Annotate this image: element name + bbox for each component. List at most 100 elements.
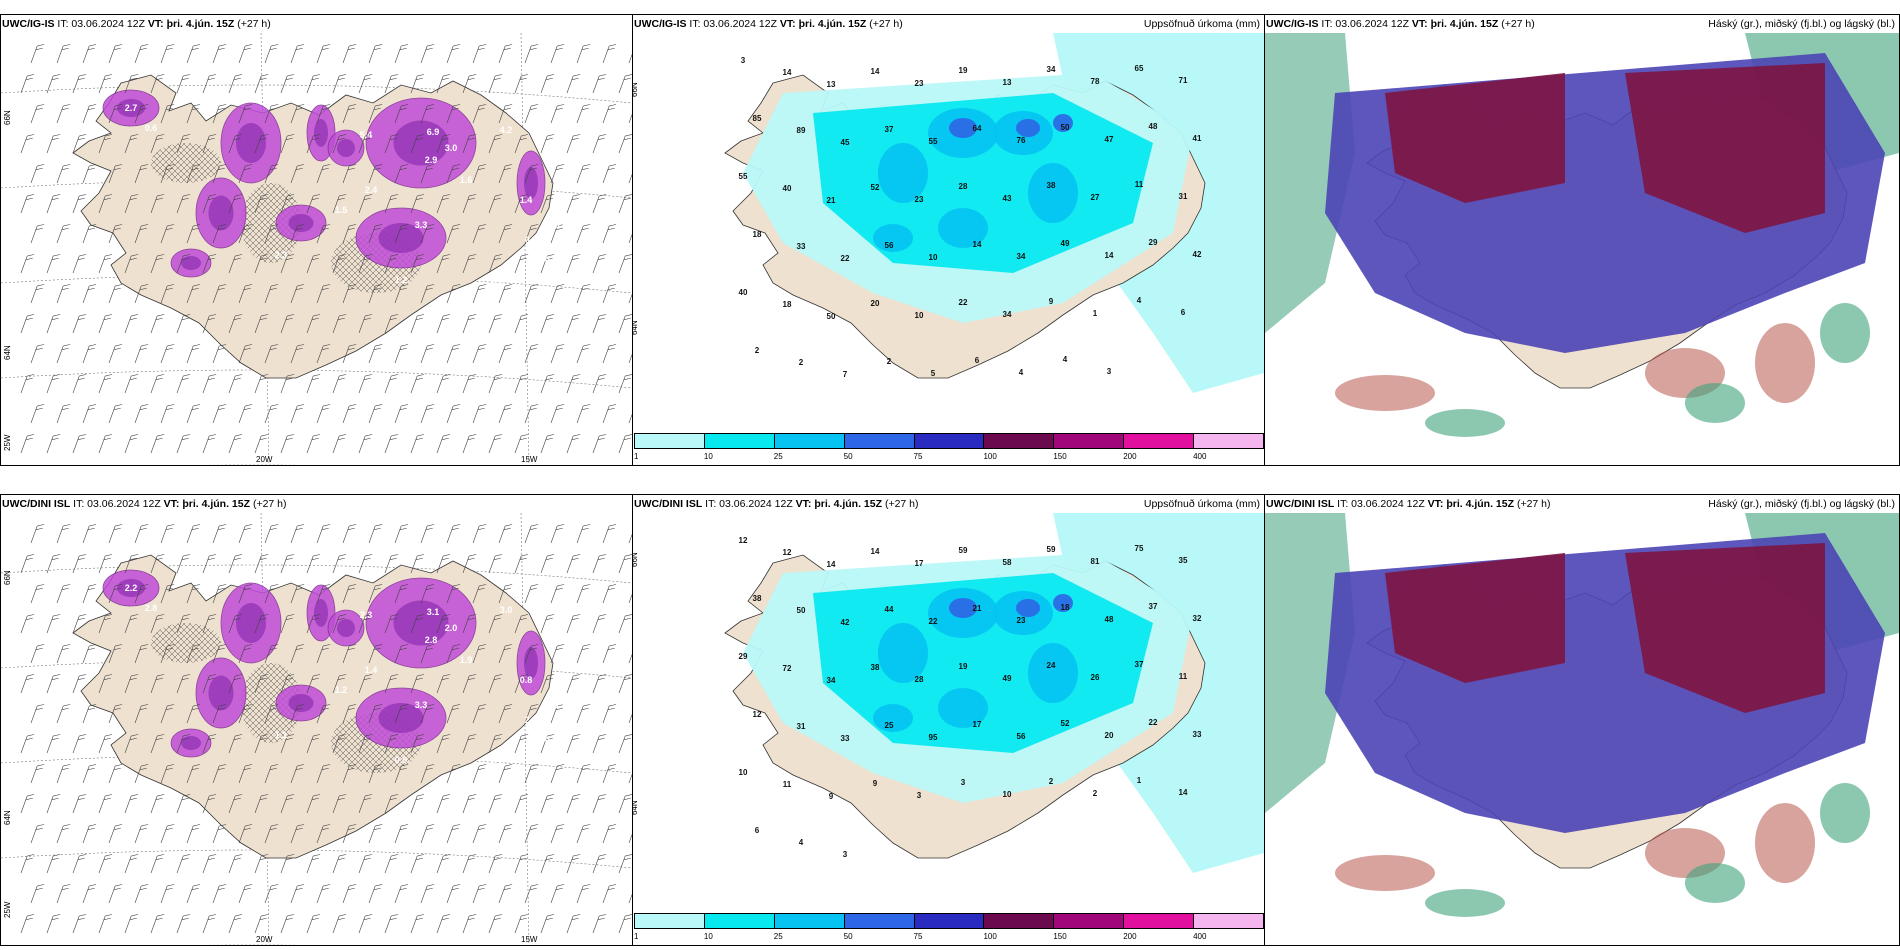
wind-barb: [160, 104, 175, 124]
wind-barb: [488, 314, 503, 334]
wind-barb: [498, 584, 513, 604]
wind-barb: [410, 734, 425, 754]
wind-barb: [628, 885, 632, 904]
cloudwater-core: [117, 579, 145, 597]
wind-barb: [186, 884, 201, 904]
lat-label: 66N: [3, 110, 12, 125]
lat-label: 64N: [632, 320, 639, 335]
wind-barb: [592, 674, 607, 694]
wind-barb: [228, 254, 243, 274]
wind-barb: [264, 284, 279, 304]
wind-barb: [342, 884, 357, 904]
wind-barb: [134, 824, 149, 844]
low-cloud-patch: [1425, 889, 1505, 917]
wind-barb: [254, 74, 269, 94]
precip-value: 41: [1193, 134, 1202, 143]
precip-value: 71: [1179, 76, 1188, 85]
precip-value: 3: [961, 778, 966, 787]
wind-barb: [566, 794, 581, 814]
wind-barb: [228, 614, 243, 634]
wind-barb: [488, 434, 503, 454]
precip-value: 1: [1093, 309, 1098, 318]
wind-barb: [264, 344, 279, 364]
wind-barb: [540, 674, 555, 694]
wind-barb: [238, 104, 253, 124]
precip-value: 17: [915, 559, 924, 568]
wind-barb: [20, 74, 35, 94]
wind-barb: [56, 344, 71, 364]
wind-barb: [264, 884, 279, 904]
precip-title: Uppsöfnuð úrkoma (mm): [1143, 498, 1260, 510]
wind-barb: [264, 104, 279, 124]
wind-barb: [498, 44, 513, 64]
cloudwater-core: [288, 214, 314, 232]
wind-barb: [514, 614, 529, 634]
wind-barb: [358, 434, 373, 454]
wind-barb: [566, 134, 581, 154]
wind-barb: [618, 734, 632, 754]
wind-barb: [462, 614, 477, 634]
low-cloud-patch: [1425, 409, 1505, 437]
wind-barb: [358, 134, 373, 154]
wind-barb: [342, 764, 357, 784]
precip-area-25: [873, 704, 913, 732]
wind-barb: [498, 824, 513, 844]
cloudwater-core: [208, 675, 234, 711]
precip-value: 21: [827, 196, 836, 205]
wind-barb: [108, 584, 123, 604]
wind-barb: [20, 854, 35, 874]
precip-value: 43: [1003, 194, 1012, 203]
wind-barb: [134, 584, 149, 604]
wind-barb: [514, 74, 529, 94]
cloudwater-core: [378, 703, 424, 733]
wind-barb: [576, 164, 591, 184]
wind-barb: [358, 194, 373, 214]
wind-barb: [524, 224, 539, 244]
wind-barb: [150, 854, 165, 874]
wind-barb: [46, 374, 61, 394]
wind-barb: [306, 734, 321, 754]
wind-barb: [254, 674, 269, 694]
cloudwater-value: 1.4: [365, 665, 378, 675]
precip-value: 56: [885, 241, 894, 250]
wind-barb: [462, 74, 477, 94]
wind-barb: [176, 374, 191, 394]
wind-barb: [550, 344, 565, 364]
wind-barb: [316, 164, 331, 184]
wind-barb: [602, 524, 617, 544]
wind-barb: [238, 224, 253, 244]
wind-barb: [592, 374, 607, 394]
wind-barb: [436, 854, 451, 874]
colorbar-label: 10: [703, 932, 713, 941]
wind-barb: [212, 224, 227, 244]
wind-barb: [576, 224, 591, 244]
wind-barb: [498, 224, 513, 244]
precip-area-50: [949, 118, 977, 138]
wind-barb: [212, 164, 227, 184]
colorbar-label: 100: [983, 452, 997, 461]
wind-barb: [420, 164, 435, 184]
wind-barb: [98, 74, 113, 94]
colorbar-swatch: [1193, 433, 1264, 449]
wind-barb: [30, 164, 45, 184]
wind-barb: [20, 434, 35, 454]
wind-barb: [488, 134, 503, 154]
graticule-line: [1, 754, 632, 774]
wind-barb: [228, 134, 243, 154]
precip-value: 44: [885, 605, 894, 614]
wind-barb: [228, 854, 243, 874]
precip-colorbar: [634, 913, 1264, 929]
wind-barb: [30, 344, 45, 364]
wind-barb: [72, 554, 87, 574]
wind-barb: [98, 914, 113, 934]
cloudwater-core: [236, 123, 266, 163]
wind-barb: [56, 404, 71, 424]
wind-barb: [46, 914, 61, 934]
wind-barb: [202, 74, 217, 94]
wind-barb: [176, 794, 191, 814]
wind-barb: [108, 284, 123, 304]
wind-barb: [160, 884, 175, 904]
wind-barb: [566, 554, 581, 574]
wind-barb: [446, 284, 461, 304]
wind-barb: [436, 74, 451, 94]
